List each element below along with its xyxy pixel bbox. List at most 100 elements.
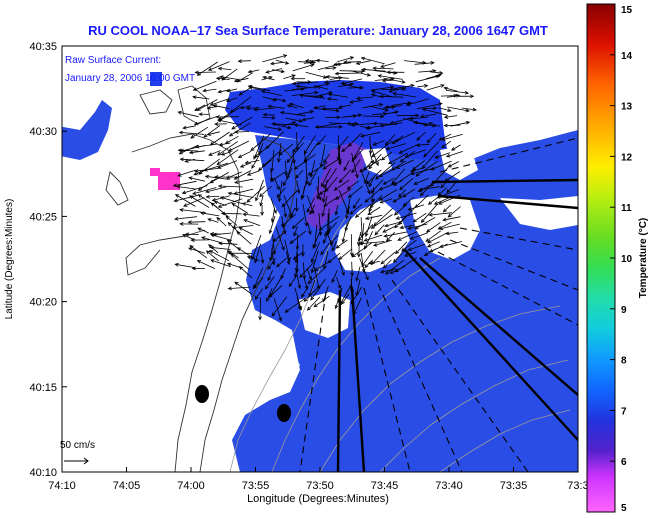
current-vector bbox=[400, 224, 414, 229]
current-vector-head bbox=[394, 224, 399, 229]
current-vector bbox=[228, 192, 254, 198]
current-vector bbox=[416, 131, 426, 141]
current-vector bbox=[391, 160, 407, 171]
current-vector bbox=[200, 212, 220, 217]
current-vector bbox=[269, 277, 282, 297]
current-vector-head bbox=[293, 123, 299, 128]
x-axis-label: Longitude (Degrees:Minutes) bbox=[247, 493, 389, 505]
current-vector bbox=[427, 241, 440, 248]
current-vector bbox=[385, 134, 396, 146]
current-vector-head bbox=[380, 156, 386, 161]
current-vector bbox=[263, 76, 275, 81]
current-vector bbox=[384, 221, 403, 227]
current-vector bbox=[368, 198, 376, 212]
current-vector-head bbox=[368, 165, 373, 170]
current-vector bbox=[330, 235, 339, 244]
current-vector bbox=[291, 92, 318, 96]
current-vector-head bbox=[426, 243, 432, 248]
current-vector bbox=[390, 266, 406, 274]
current-vector-head bbox=[289, 102, 294, 107]
current-vector bbox=[347, 180, 359, 190]
current-vector-head bbox=[428, 212, 433, 217]
current-vector bbox=[366, 169, 382, 185]
current-vector-head bbox=[196, 71, 202, 76]
current-vector-head bbox=[226, 175, 231, 179]
current-vector bbox=[348, 185, 363, 198]
current-vector bbox=[314, 108, 339, 112]
current-vector bbox=[412, 160, 426, 171]
current-vector-head bbox=[283, 182, 287, 187]
current-vector bbox=[238, 86, 252, 96]
current-vector bbox=[414, 62, 434, 65]
current-vector bbox=[446, 151, 463, 157]
current-vector-head bbox=[323, 232, 328, 237]
current-vector bbox=[240, 162, 252, 168]
current-vector bbox=[306, 197, 316, 213]
current-vector-head bbox=[329, 242, 333, 247]
current-vector-head bbox=[351, 169, 356, 174]
current-vector-head bbox=[360, 56, 366, 61]
current-vector bbox=[218, 89, 230, 93]
current-vector bbox=[313, 105, 326, 109]
current-vector-head bbox=[215, 115, 220, 119]
current-vector-head bbox=[198, 112, 203, 117]
current-vector bbox=[314, 92, 333, 98]
current-vector-head bbox=[367, 190, 371, 195]
current-vector bbox=[425, 230, 442, 242]
current-vector bbox=[380, 122, 403, 127]
current-vector bbox=[371, 86, 394, 91]
current-vector-head bbox=[398, 193, 403, 198]
plot-area bbox=[62, 46, 578, 472]
current-vector-head bbox=[397, 237, 402, 241]
current-vector bbox=[364, 188, 381, 203]
current-vector bbox=[379, 180, 403, 191]
current-vector-head bbox=[338, 178, 343, 184]
current-vector-head bbox=[278, 151, 283, 156]
current-vector-head bbox=[251, 164, 256, 169]
current-vector bbox=[197, 227, 209, 234]
current-vector bbox=[324, 222, 337, 236]
current-vector bbox=[397, 231, 418, 241]
current-vector bbox=[335, 204, 339, 215]
current-vector bbox=[294, 124, 309, 128]
magenta-patch bbox=[158, 172, 180, 190]
current-vector bbox=[395, 241, 408, 254]
current-vector bbox=[213, 104, 230, 110]
current-vector-head bbox=[375, 175, 380, 180]
current-vector bbox=[286, 251, 290, 265]
current-vector-head bbox=[295, 174, 300, 179]
station-marker bbox=[277, 404, 291, 422]
current-vector bbox=[380, 96, 404, 98]
current-vector bbox=[248, 69, 260, 73]
current-vector-head bbox=[332, 66, 337, 70]
current-vector bbox=[216, 149, 239, 165]
current-vector bbox=[216, 77, 230, 80]
current-vector bbox=[369, 194, 383, 209]
current-vector bbox=[339, 284, 352, 306]
current-vector-head bbox=[364, 264, 369, 269]
current-vector-head bbox=[357, 253, 361, 258]
current-vector bbox=[194, 116, 218, 125]
current-vector-head bbox=[208, 244, 213, 249]
current-vector bbox=[218, 107, 241, 121]
current-vector-head bbox=[337, 145, 342, 150]
current-vector-head bbox=[192, 87, 198, 91]
current-vector-head bbox=[384, 223, 389, 228]
current-vector bbox=[437, 189, 459, 199]
current-vector-head bbox=[379, 94, 384, 99]
current-vector-head bbox=[291, 224, 296, 230]
current-vector-head bbox=[378, 173, 383, 177]
current-vector bbox=[410, 232, 429, 240]
current-vector bbox=[325, 67, 336, 70]
current-vector bbox=[258, 159, 272, 171]
current-vector-head bbox=[188, 176, 193, 181]
current-vector bbox=[292, 217, 305, 229]
current-vector bbox=[292, 135, 305, 153]
current-vector bbox=[210, 98, 230, 106]
current-vector-head bbox=[363, 238, 368, 242]
current-vector bbox=[404, 60, 426, 64]
current-vector bbox=[438, 194, 461, 205]
current-vector bbox=[178, 111, 199, 118]
current-vector bbox=[271, 296, 288, 317]
